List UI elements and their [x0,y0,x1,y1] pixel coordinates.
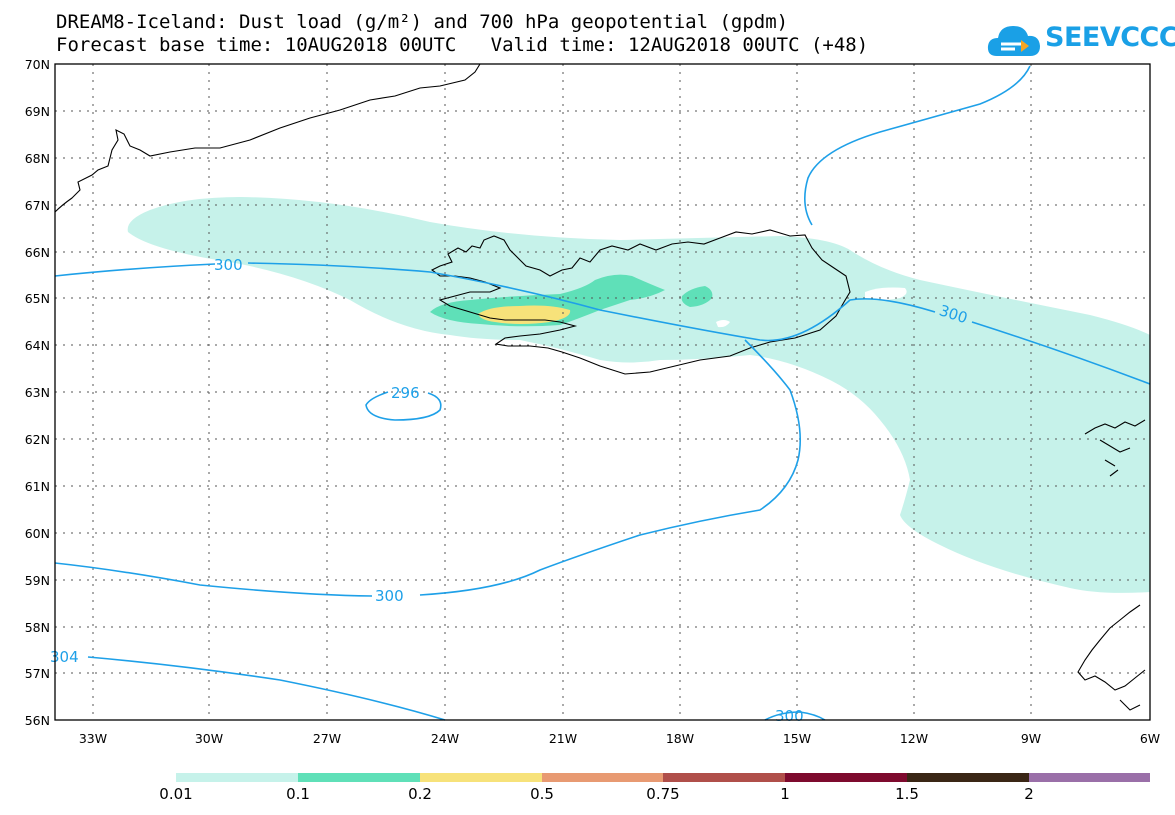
contour-label: 300 [775,707,804,725]
lon-tick: 15W [783,731,811,746]
contour-label: 304 [50,648,79,666]
colorbar-label: 1 [780,785,790,803]
geopotential-contours [54,65,1151,721]
colorbar-label: 2 [1024,785,1034,803]
colorbar-swatch [663,773,785,782]
lon-tick: 33W [79,731,107,746]
contour-300-northeast [804,65,1031,226]
contour-300-north [54,262,1151,385]
lon-tick: 18W [666,731,694,746]
contour-label: 300 [375,587,404,605]
lat-tick: 68N [25,151,50,166]
colorbar-label: 0.5 [530,785,554,803]
lat-tick: 56N [25,713,50,728]
colorbar-label: 0.01 [159,785,193,803]
contour-label: 296 [391,384,420,402]
colorbar-swatch [298,773,420,782]
lon-tick: 21W [549,731,577,746]
map-subtitle: Forecast base time: 10AUG2018 00UTC Vali… [56,34,869,56]
dust-area-0.1-b [681,286,713,307]
contour-300-south [764,711,826,721]
lon-tick: 6W [1140,731,1160,746]
colorbar-label: 0.2 [408,785,432,803]
lat-tick: 62N [25,432,50,447]
iceland-coast [430,229,851,375]
cloud-logo-icon [987,26,1040,56]
lon-tick: 30W [195,731,223,746]
lat-tick: 58N [25,620,50,635]
colorbar-label: 0.75 [646,785,680,803]
colorbar-swatch [785,773,907,782]
colorbar-swatch [1029,773,1150,782]
contour-296 [365,391,442,421]
map-title: DREAM8-Iceland: Dust load (g/m²) and 700… [56,11,789,33]
lat-tick: 63N [25,385,50,400]
lat-tick: 61N [25,479,50,494]
colorbar-label: 1.5 [895,785,919,803]
lat-tick: 66N [25,245,50,260]
colorbar-swatch [420,773,542,782]
contour-label: 300 [214,256,243,274]
lon-tick: 27W [313,731,341,746]
lon-tick: 12W [900,731,928,746]
lon-tick: 9W [1021,731,1041,746]
lat-tick: 65N [25,291,50,306]
dust-area-0.01 [127,197,1150,593]
colorbar-label: 0.1 [286,785,310,803]
lat-tick: 69N [25,104,50,119]
lat-tick: 57N [25,666,50,681]
colorbar-swatch [542,773,663,782]
faroe-coast [1084,419,1146,477]
lat-axis: 70N 69N 68N 67N 66N 65N 64N 63N 62N 61N … [25,57,50,728]
greenland-coast [54,63,481,213]
dust-clear-patch-2 [716,320,730,328]
scotland-coast [1077,604,1146,711]
lat-tick: 70N [25,57,50,72]
logo-text: SEEVCCC [1045,22,1175,53]
lat-tick: 64N [25,338,50,353]
lon-axis: 33W 30W 27W 24W 21W 18W 15W 12W 9W 6W [79,731,1160,746]
dust-clear-patch [865,287,907,300]
contour-300-loop [54,339,802,597]
lon-tick: 24W [431,731,459,746]
lat-tick: 67N [25,198,50,213]
colorbar-swatch [176,773,298,782]
lat-tick: 59N [25,573,50,588]
map-frame [54,63,1151,721]
colorbar [176,773,1150,782]
lat-tick: 60N [25,526,50,541]
colorbar-swatch [907,773,1029,782]
grid-lines [55,64,1150,720]
coastlines [54,63,1146,711]
dust-shading [127,197,1150,593]
contour-304 [87,656,446,721]
